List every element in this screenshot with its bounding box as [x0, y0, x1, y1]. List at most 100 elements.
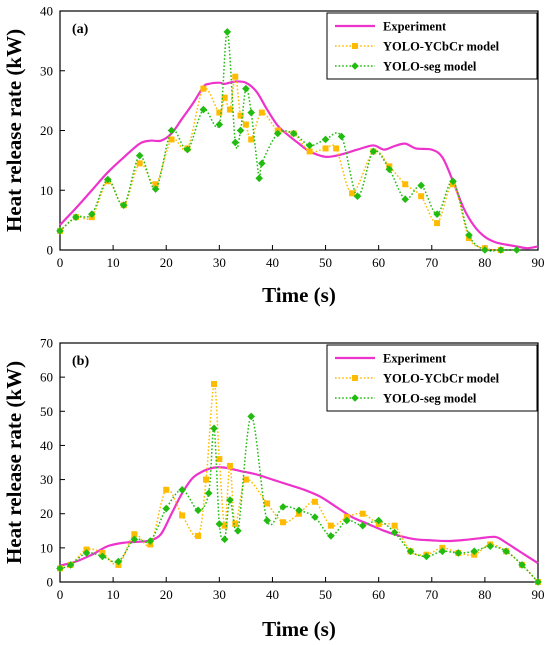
data-point-yolo-seg-model: [151, 185, 160, 193]
data-point-yolo-seg-model: [321, 135, 330, 144]
series-line-yolo-seg-model: [59, 415, 539, 583]
legend-label-experiment: Experiment: [383, 352, 447, 366]
x-tick-label: 90: [532, 587, 545, 602]
y-tick-label: 30: [40, 63, 53, 78]
data-point-yolo-seg-model: [178, 486, 186, 494]
chart-panel-b: 0 10 20 30 40 50 60 70 80 90 0 10 20 30 40 50 60 70 Time (…: [2, 336, 545, 642]
data-point-yolo-ycbcr-model: [418, 193, 425, 200]
panel-label: (b): [72, 354, 89, 369]
x-tick-label: 20: [160, 255, 173, 270]
legend-box: [326, 344, 538, 412]
data-point-yolo-seg-model: [167, 126, 176, 135]
data-point-yolo-ycbcr-model: [221, 94, 228, 101]
data-point-yolo-ycbcr-model: [168, 136, 175, 143]
data-point-yolo-ycbcr-model: [391, 522, 398, 529]
x-axis-title: Time (s): [262, 283, 336, 307]
data-point-yolo-seg-model: [119, 201, 128, 209]
x-tick-label: 80: [478, 587, 491, 602]
data-point-yolo-seg-model: [481, 246, 489, 254]
legend: Experiment YOLO-YCbCr model YOLO-seg model: [326, 12, 538, 80]
data-point-yolo-seg-model: [353, 192, 362, 201]
data-point-yolo-seg-model: [406, 547, 415, 556]
x-tick-label: 40: [266, 587, 279, 602]
data-point-yolo-seg-model: [130, 535, 139, 544]
data-point-yolo-seg-model: [279, 503, 287, 511]
y-tick-label: 20: [40, 506, 53, 521]
data-point-yolo-seg-model: [327, 532, 335, 540]
x-tick-label: 70: [425, 255, 438, 270]
series-line-yolo-ycbcr-model: [59, 75, 501, 251]
x-tick-label: 40: [266, 255, 279, 270]
x-tick-label: 30: [213, 587, 226, 602]
data-point-yolo-ycbcr-model: [179, 512, 186, 519]
data-point-yolo-seg-model: [56, 564, 64, 573]
data-point-yolo-seg-model: [369, 147, 378, 156]
data-point-yolo-ycbcr-model: [402, 181, 409, 188]
legend-marker-yolo-ycbcr-model: [352, 375, 358, 381]
data-point-yolo-seg-model: [98, 552, 107, 561]
data-point-yolo-ycbcr-model: [242, 121, 249, 128]
data-point-yolo-seg-model: [183, 145, 192, 154]
data-point-yolo-seg-model: [358, 521, 367, 530]
data-point-yolo-ycbcr-model: [226, 462, 233, 469]
x-tick-label: 0: [57, 255, 64, 270]
data-point-yolo-ycbcr-model: [226, 106, 233, 113]
data-point-yolo-ycbcr-model: [152, 181, 159, 188]
data-point-yolo-ycbcr-model: [216, 109, 223, 116]
data-point-yolo-ycbcr-model: [258, 109, 265, 116]
data-point-yolo-seg-model: [305, 141, 314, 150]
data-point-yolo-ycbcr-model: [216, 456, 223, 463]
data-point-yolo-seg-model: [497, 246, 505, 254]
data-point-yolo-ycbcr-model: [232, 520, 239, 527]
x-tick-label: 20: [160, 587, 173, 602]
data-point-yolo-ycbcr-model: [359, 510, 366, 517]
data-point-yolo-ycbcr-model: [211, 380, 218, 387]
data-point-yolo-seg-model: [242, 84, 250, 93]
legend-box: [326, 12, 538, 80]
data-point-yolo-seg-model: [502, 547, 510, 556]
data-point-yolo-seg-model: [56, 227, 64, 235]
data-point-yolo-seg-model: [146, 537, 155, 545]
x-tick-label: 50: [319, 255, 332, 270]
data-point-yolo-seg-model: [433, 210, 441, 218]
data-point-yolo-seg-model: [247, 412, 255, 421]
data-point-yolo-ycbcr-model: [322, 145, 329, 152]
data-point-yolo-seg-model: [236, 126, 245, 135]
y-tick-label: 10: [40, 540, 53, 555]
data-point-yolo-seg-model: [289, 129, 298, 138]
data-point-yolo-seg-model: [343, 516, 351, 525]
legend-marker-yolo-seg-model: [351, 394, 359, 402]
x-tick-label: 10: [107, 255, 120, 270]
legend-label-yolo-seg-model: YOLO-seg model: [383, 60, 477, 74]
data-point-yolo-seg-model: [226, 496, 234, 504]
y-tick-label: 50: [40, 404, 53, 419]
y-tick-label: 0: [47, 575, 54, 590]
data-point-yolo-ycbcr-model: [203, 476, 210, 483]
data-point-yolo-ycbcr-model: [232, 73, 239, 80]
y-tick-label: 10: [40, 183, 53, 198]
legend: Experiment YOLO-YCbCr model YOLO-seg model: [326, 344, 538, 412]
series-line-yolo-ycbcr-model: [59, 383, 539, 583]
data-point-yolo-seg-model: [374, 516, 383, 525]
series-line-experiment: [59, 80, 539, 250]
plot-frame: [59, 342, 539, 583]
data-point-yolo-ycbcr-model: [221, 522, 228, 529]
legend-label-experiment: Experiment: [383, 20, 447, 34]
data-point-yolo-ycbcr-model: [195, 532, 202, 539]
data-point-yolo-seg-model: [465, 231, 473, 239]
x-tick-label: 90: [532, 255, 545, 270]
data-point-yolo-ycbcr-model: [306, 148, 313, 155]
data-point-yolo-seg-model: [534, 578, 542, 586]
data-point-yolo-ycbcr-model: [327, 522, 334, 529]
data-point-yolo-seg-model: [295, 506, 303, 515]
x-tick-label: 30: [213, 255, 226, 270]
data-point-yolo-ycbcr-model: [163, 486, 170, 493]
chart-panel-a: 0 10 20 30 40 50 60 70 80 90 0 10 20 30 40 Time (s) Heat…: [2, 4, 545, 308]
data-point-yolo-seg-model: [337, 132, 346, 141]
data-point-yolo-ycbcr-model: [131, 531, 138, 538]
data-point-yolo-seg-model: [204, 489, 213, 498]
y-tick-label: 40: [40, 4, 53, 19]
x-tick-label: 10: [107, 587, 120, 602]
data-point-yolo-ycbcr-model: [136, 160, 143, 167]
data-point-yolo-ycbcr-model: [237, 112, 244, 119]
